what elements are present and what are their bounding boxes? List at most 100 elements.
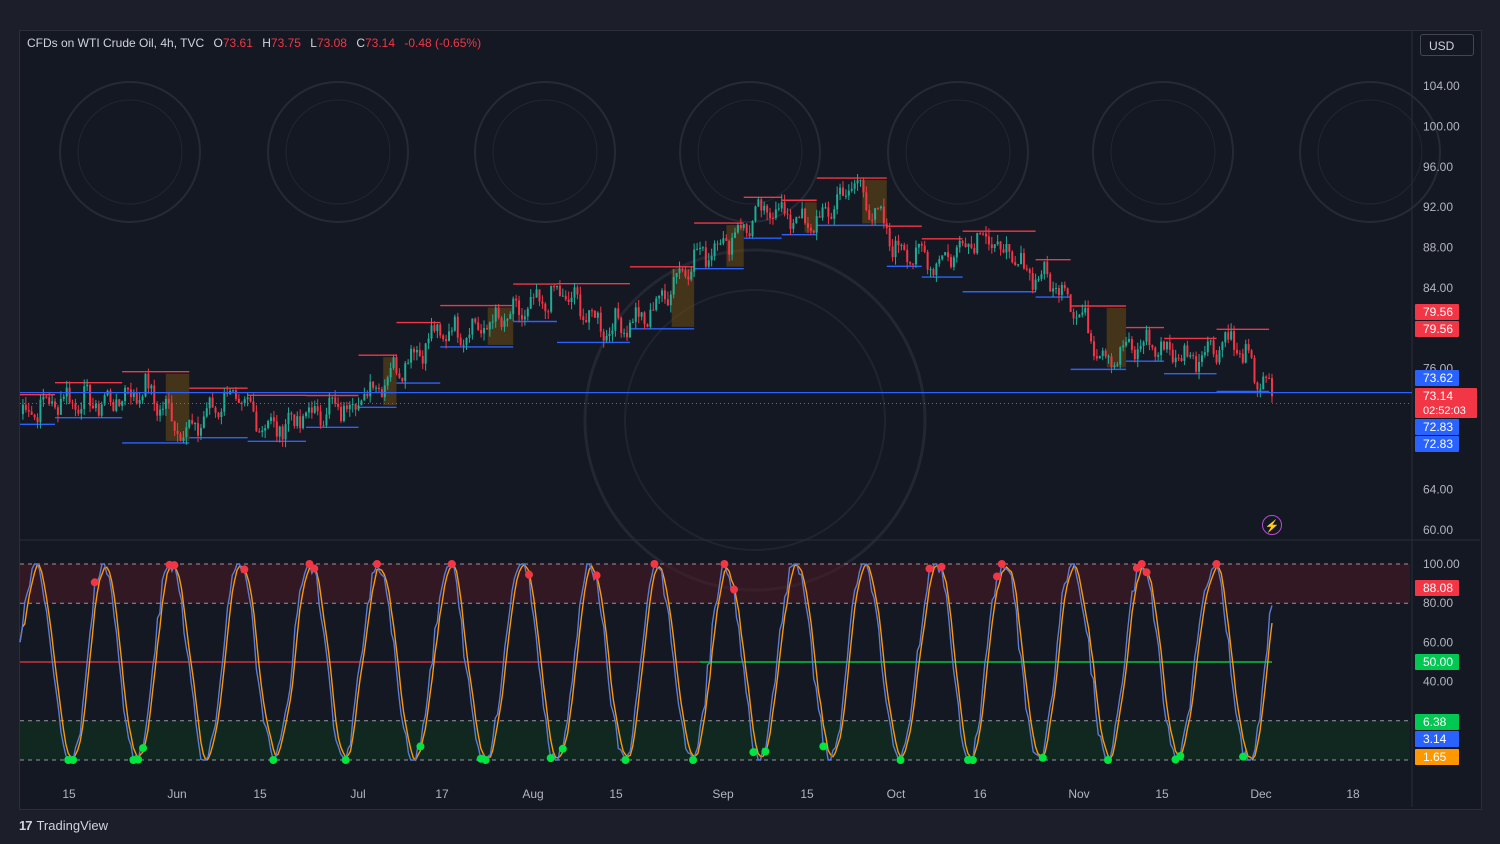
- candle-body: [1127, 338, 1130, 342]
- candle-body: [984, 233, 987, 237]
- candle-body: [579, 294, 582, 317]
- candle-body: [815, 216, 818, 233]
- candle-body: [252, 401, 255, 412]
- candle-body: [138, 400, 141, 404]
- candle-body: [993, 244, 996, 249]
- candle-body: [1072, 311, 1075, 319]
- candle-body: [51, 401, 54, 404]
- candle-body: [156, 403, 159, 416]
- candle-body: [704, 247, 707, 267]
- candle-body: [701, 247, 704, 249]
- candle-body: [1025, 268, 1028, 270]
- candle-body: [1168, 342, 1171, 350]
- oscillator-tag-value: 6.38: [1423, 715, 1447, 729]
- candle-body: [827, 207, 830, 217]
- candle-body: [798, 217, 801, 219]
- candle-body: [164, 398, 167, 409]
- candle-body: [372, 381, 375, 388]
- candle-body: [1101, 350, 1104, 357]
- candle-body: [278, 426, 281, 437]
- candle-body: [109, 390, 112, 403]
- oversold-dot: [896, 756, 905, 764]
- lightning-icon[interactable]: ⚡: [1262, 515, 1282, 535]
- oscillator-tag: [1415, 714, 1459, 730]
- candle-body: [351, 403, 354, 405]
- candle-body: [503, 320, 506, 327]
- candle-body: [1235, 349, 1238, 354]
- candle-body: [952, 257, 955, 268]
- candle-body: [736, 225, 739, 233]
- candle-body: [1040, 274, 1043, 279]
- candle-body: [1160, 341, 1163, 356]
- y-tick-label: 92.00: [1423, 200, 1453, 214]
- candle-body: [1212, 340, 1215, 355]
- oscillator-tick-label: 100.00: [1423, 557, 1460, 571]
- candle-body: [1209, 340, 1212, 342]
- candle-body: [538, 289, 541, 302]
- overbought-dot: [240, 565, 249, 574]
- candle-body: [681, 268, 684, 271]
- candle-body: [1005, 244, 1008, 253]
- candle-body: [865, 192, 868, 211]
- candle-body: [439, 324, 442, 336]
- candle-body: [608, 333, 611, 336]
- candle-body: [795, 217, 798, 223]
- candle-body: [1195, 356, 1198, 372]
- candle-body: [949, 257, 952, 268]
- candle-body: [789, 214, 792, 229]
- candle-body: [383, 385, 386, 398]
- candle-body: [135, 392, 138, 404]
- candle-body: [874, 208, 877, 220]
- candle-body: [879, 206, 882, 209]
- candle-body: [818, 216, 821, 218]
- candle-body: [264, 428, 267, 431]
- candle-body: [588, 310, 591, 323]
- high-label: H: [262, 36, 271, 50]
- candle-body: [1034, 279, 1037, 290]
- candle-body: [305, 412, 308, 417]
- candle-body: [754, 206, 757, 222]
- range-fill: [165, 373, 190, 441]
- oscillator-tag: [1415, 580, 1459, 596]
- candle-body: [891, 246, 894, 258]
- price-tag-countdown: 02:52:03: [1423, 405, 1466, 417]
- oversold-dot: [416, 742, 425, 751]
- symbol-name[interactable]: CFDs on WTI Crude Oil, 4h, TVC: [27, 36, 205, 50]
- overbought-dot: [310, 564, 319, 573]
- candle-body: [591, 310, 594, 312]
- watermark-seal-inner: [77, 99, 183, 205]
- candle-body: [342, 405, 345, 421]
- candle-body: [541, 301, 544, 304]
- candle-body: [197, 423, 200, 436]
- candle-body: [567, 299, 570, 303]
- candle-body: [56, 407, 59, 415]
- candle-body: [628, 322, 631, 338]
- candle-body: [979, 233, 982, 235]
- y-tick-label: 64.00: [1423, 483, 1453, 497]
- overbought-dot: [720, 560, 729, 568]
- oscillator-tick-label: 80.00: [1423, 596, 1453, 610]
- x-tick-label: 15: [609, 787, 623, 801]
- candle-body: [500, 317, 503, 327]
- currency-button[interactable]: USD: [1420, 34, 1474, 56]
- candle-body: [1233, 331, 1236, 350]
- tradingview-brand[interactable]: 17 TradingView: [19, 818, 108, 833]
- watermark-seal-ring: [1092, 81, 1234, 223]
- candle-body: [412, 348, 415, 353]
- oscillator-tag: [1415, 654, 1459, 670]
- chart-panel: [19, 30, 1482, 810]
- candle-body: [144, 373, 147, 397]
- x-tick-label: 15: [1155, 787, 1169, 801]
- candle-body: [1224, 332, 1227, 343]
- high-value: 73.75: [270, 36, 301, 50]
- y-tick-label: 84.00: [1423, 281, 1453, 295]
- candle-body: [640, 312, 643, 317]
- candle-body: [518, 300, 521, 315]
- candle-body: [1189, 355, 1192, 357]
- candle-body: [494, 307, 497, 322]
- candle-body: [961, 240, 964, 244]
- candle-body: [526, 308, 529, 317]
- price-tag: [1415, 321, 1459, 337]
